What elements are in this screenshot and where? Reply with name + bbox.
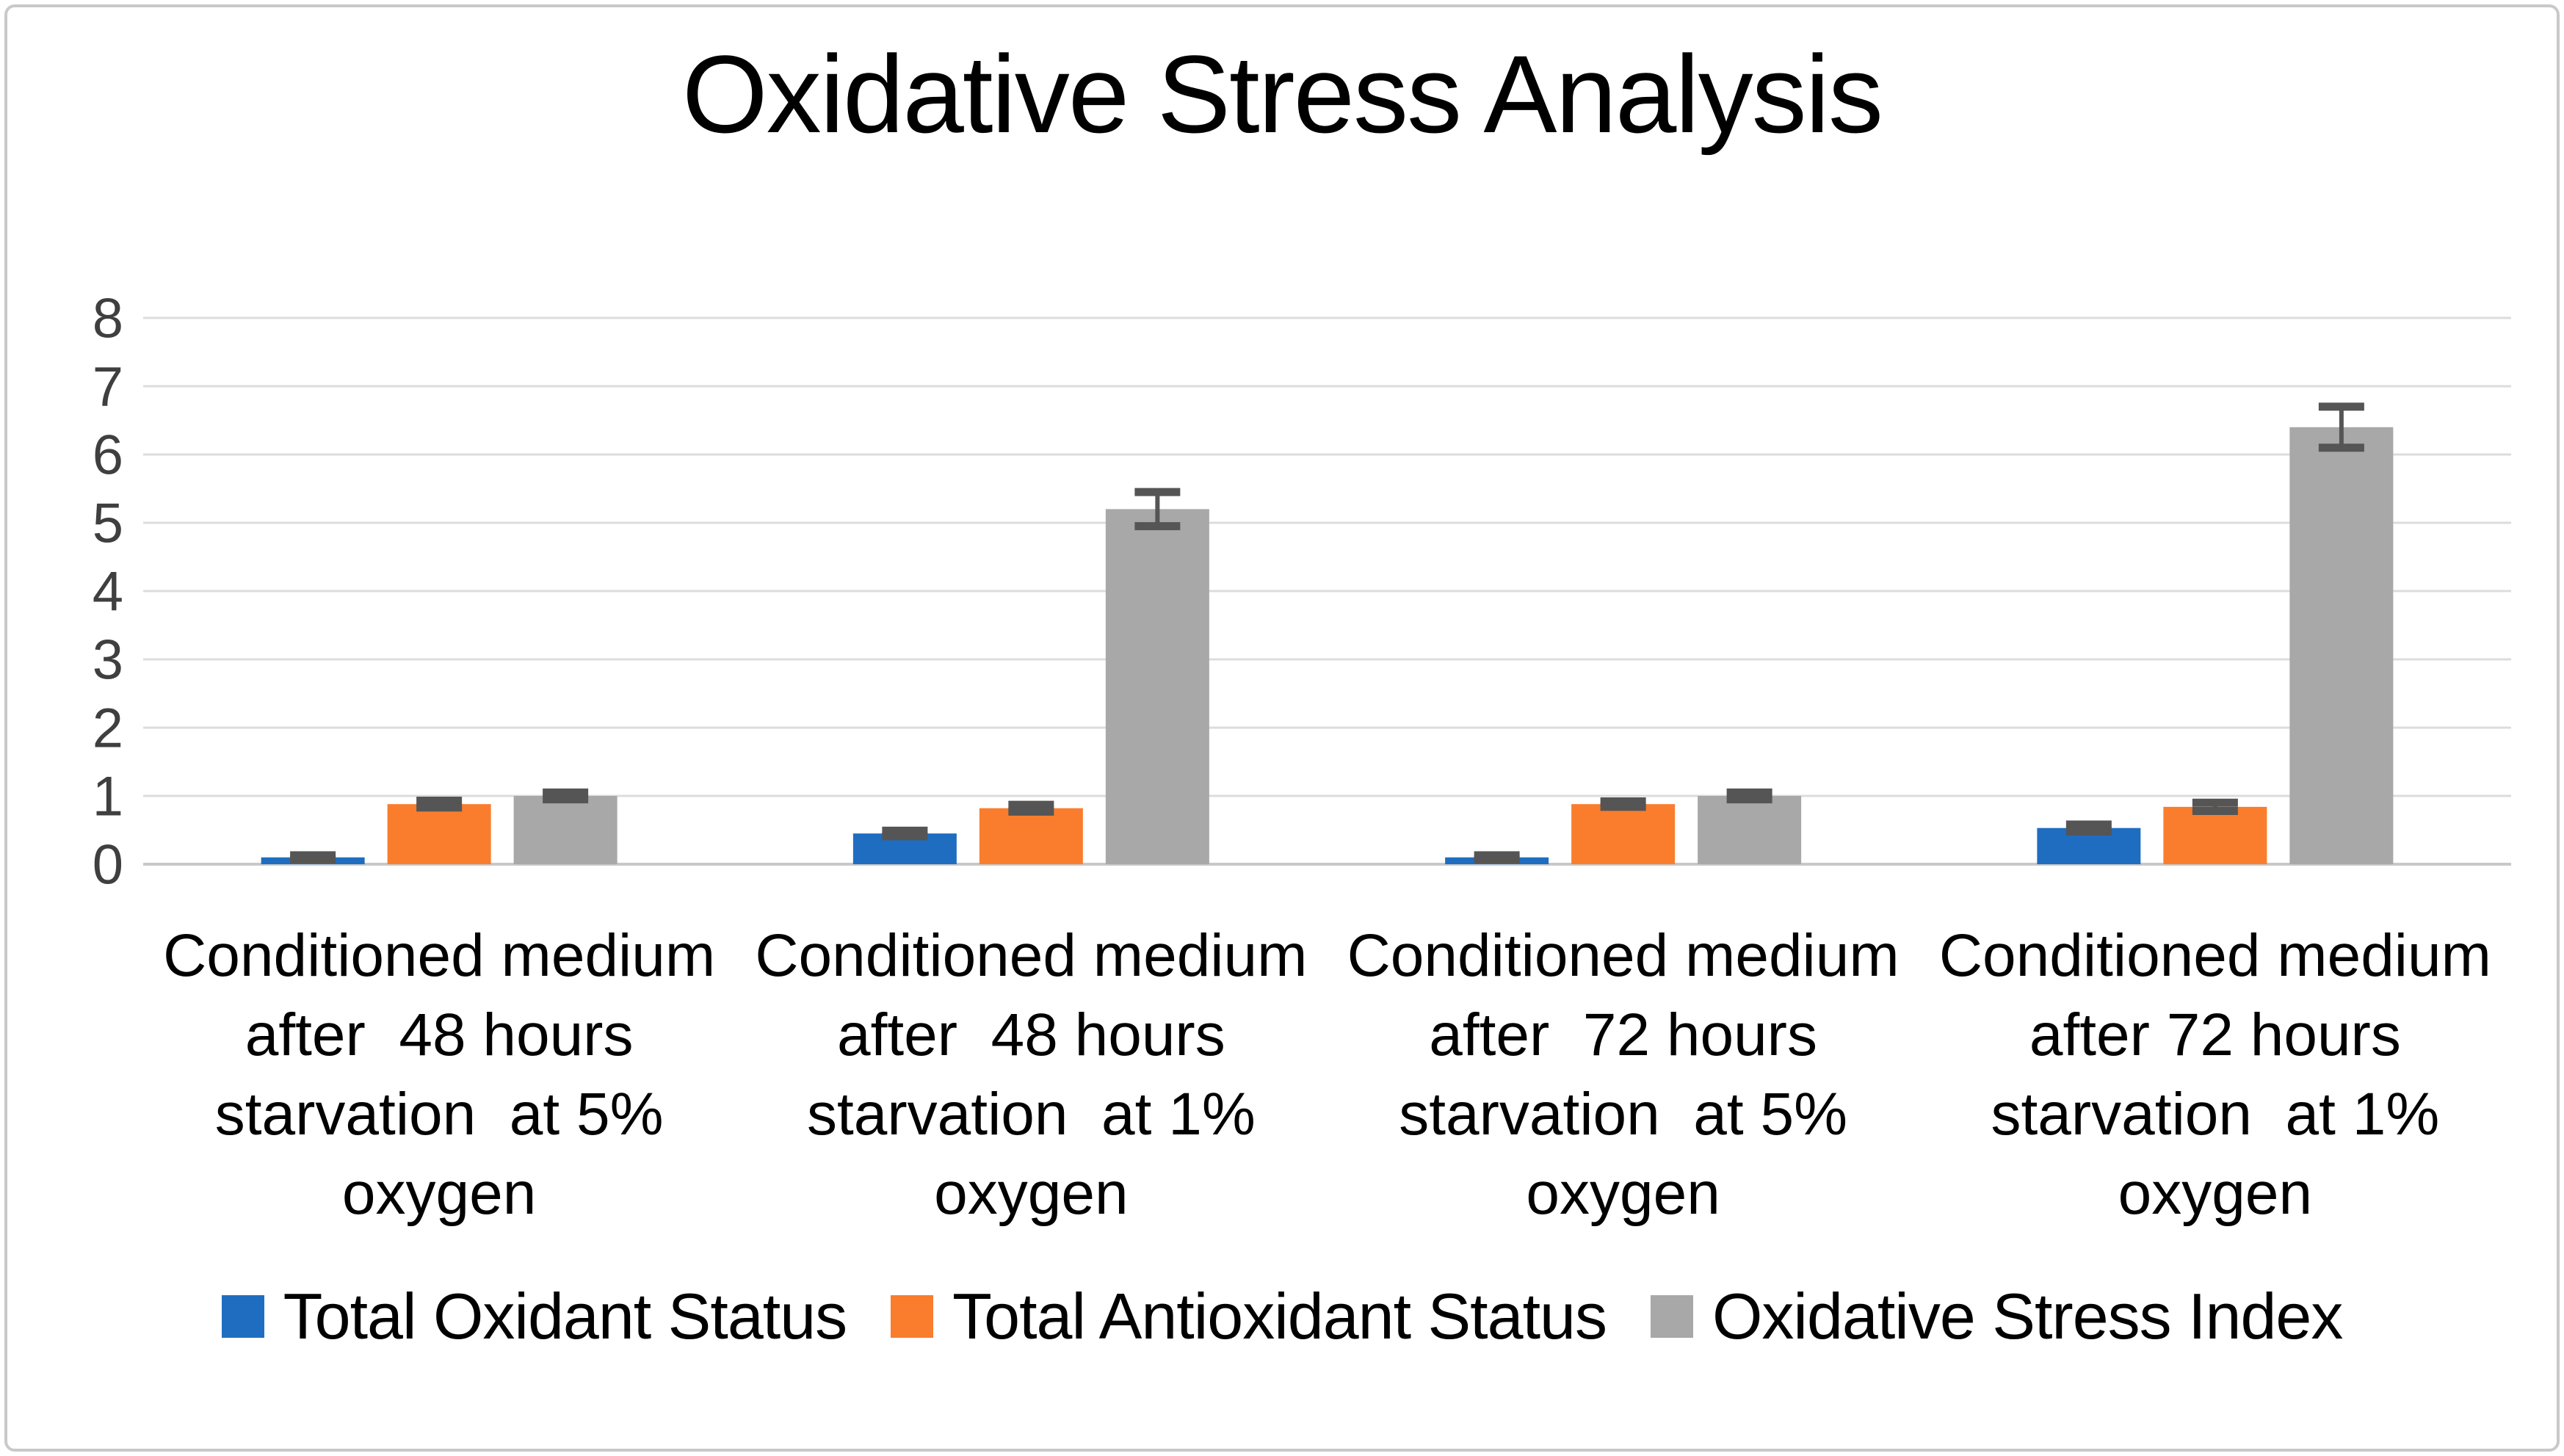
legend-entry-series3: Oxidative Stress Index: [1650, 1279, 2343, 1354]
category-label-group2: Conditioned medium after 48 hours starvati…: [735, 916, 1327, 1234]
category-label-line: after 72 hours: [1429, 1002, 1817, 1068]
category-label-group3: Conditioned medium after 72 hours starvati…: [1328, 916, 1919, 1234]
y-tick-label-8: 8: [93, 288, 123, 350]
category-label-line: oxygen: [341, 1160, 537, 1227]
legend-label: Oxidative Stress Index: [1712, 1280, 2343, 1352]
legend-entry-series2: Total Antioxidant Status: [891, 1279, 1607, 1354]
category-label-line: Conditioned medium: [755, 922, 1308, 989]
category-label-line: Conditioned medium: [1347, 922, 1900, 989]
category-label-line: after 48 hours: [836, 1002, 1225, 1068]
y-tick-label-0: 0: [93, 834, 123, 897]
category-label-line: starvation at 5%: [1399, 1081, 1847, 1148]
category-label-line: oxygen: [934, 1160, 1129, 1227]
y-tick-label-6: 6: [93, 424, 123, 487]
category-label-group4: Conditioned medium after 72 hours starvati…: [1919, 916, 2511, 1234]
bar-series2-group3: [1571, 804, 1676, 864]
y-tick-label-2: 2: [93, 698, 123, 760]
legend-swatch-icon: [1650, 1295, 1693, 1338]
legend-entry-series1: Total Oxidant Status: [221, 1279, 848, 1354]
bar-series3-group2: [1105, 509, 1209, 864]
category-label-line: Conditioned medium: [1938, 922, 2491, 989]
bar-series2-group2: [979, 808, 1083, 864]
category-label-line: after 72 hours: [2029, 1002, 2401, 1068]
y-tick-label-4: 4: [93, 561, 123, 623]
x-axis-category-labels: Conditioned medium after 48 hours starvati…: [143, 916, 2511, 1234]
bar-series3-group4: [2289, 427, 2394, 864]
category-label-line: oxygen: [1526, 1160, 1720, 1227]
chart-legend: Total Oxidant Status Total Antioxidant St…: [0, 1279, 2564, 1354]
chart-title: Oxidative Stress Analysis: [682, 32, 1883, 156]
bar-series2-group4: [2163, 806, 2267, 864]
legend-label: Total Oxidant Status: [283, 1280, 848, 1352]
legend-swatch-icon: [221, 1295, 264, 1338]
category-label-line: starvation at 5%: [214, 1081, 664, 1148]
y-tick-label-7: 7: [93, 356, 123, 419]
category-label-group1: Conditioned medium after 48 hours starvati…: [143, 916, 735, 1234]
bar-series3-group3: [1698, 796, 1802, 864]
y-tick-label-1: 1: [93, 766, 123, 828]
bar-series3-group1: [513, 796, 618, 864]
bar-series2-group1: [387, 804, 491, 864]
y-tick-label-3: 3: [93, 629, 123, 692]
legend-label: Total Antioxidant Status: [952, 1280, 1607, 1352]
y-tick-label-5: 5: [93, 493, 123, 555]
category-label-line: oxygen: [2118, 1160, 2313, 1227]
legend-swatch-icon: [891, 1295, 934, 1338]
category-label-line: after 48 hours: [245, 1002, 634, 1068]
category-label-line: Conditioned medium: [163, 922, 716, 989]
category-label-line: starvation at 1%: [806, 1081, 1256, 1148]
category-label-line: starvation at 1%: [1991, 1081, 2440, 1148]
